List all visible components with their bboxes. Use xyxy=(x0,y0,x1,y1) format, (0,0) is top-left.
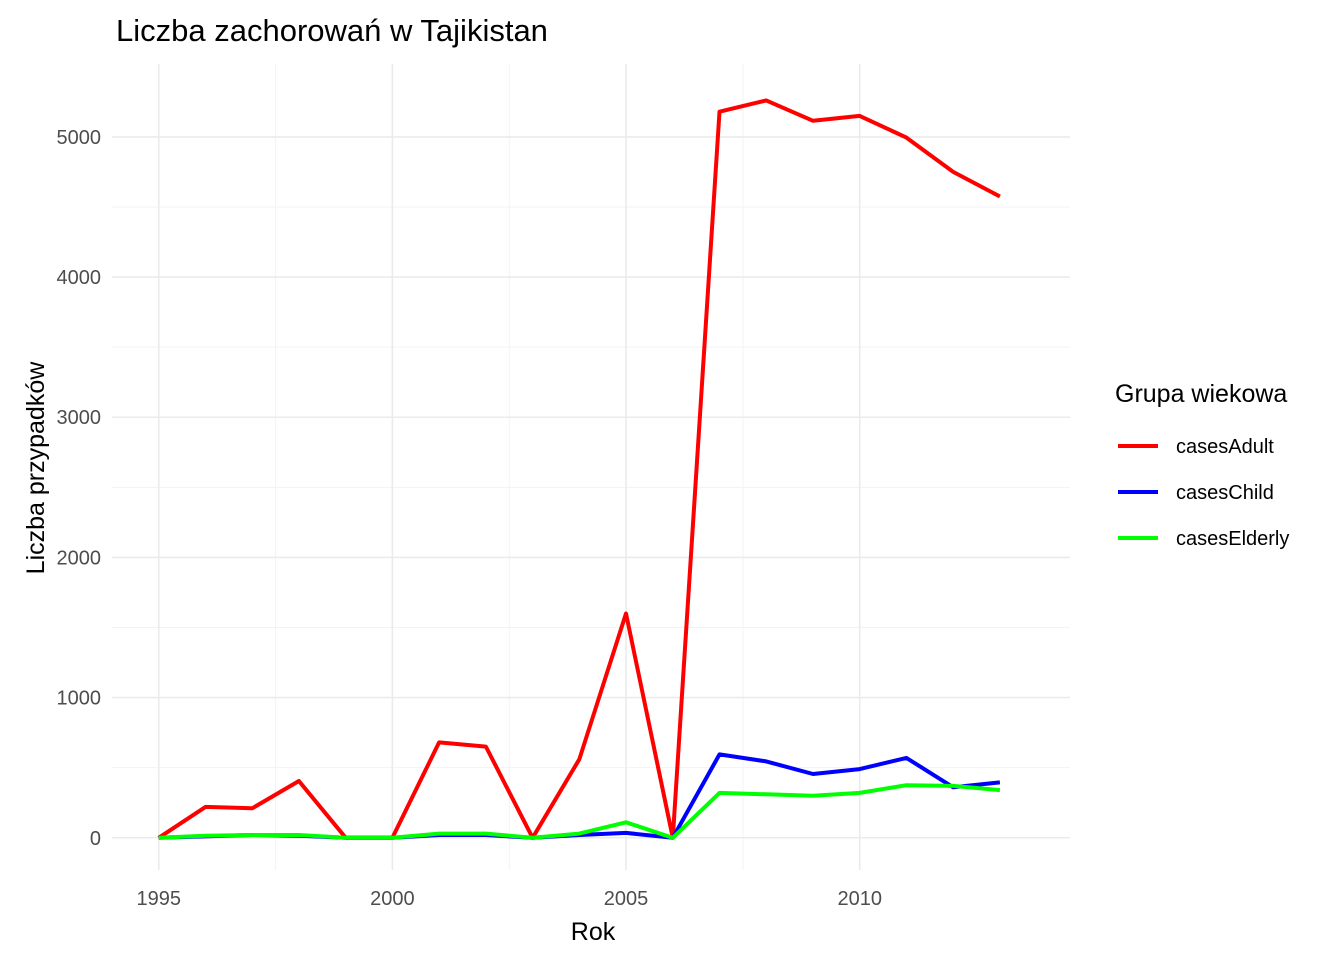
grid xyxy=(112,64,1070,870)
axis-ticks: 1995 2000 2005 2010 0 1000 2000 3000 4000 5000 xyxy=(57,127,882,910)
y-tick-label: 4000 xyxy=(57,267,102,289)
y-axis-title: Liczba przypadków xyxy=(22,361,50,575)
legend-label-casesChild: casesChild xyxy=(1176,482,1274,504)
series-line-casesElderly xyxy=(158,783,1001,840)
series-line-casesAdult xyxy=(157,98,1001,840)
legend-label-casesElderly: casesElderly xyxy=(1176,528,1289,550)
chart-title: Liczba zachorowań w Tajikistan xyxy=(116,13,548,48)
series-line-casesChild xyxy=(158,752,1001,840)
legend: Grupa wiekowa casesAdult casesChild casesE… xyxy=(1115,380,1289,550)
y-tick-label: 0 xyxy=(90,828,101,850)
legend-label-casesAdult: casesAdult xyxy=(1176,436,1274,458)
legend-title: Grupa wiekowa xyxy=(1115,380,1287,408)
x-tick-label: 2005 xyxy=(604,888,649,910)
x-tick-label: 1995 xyxy=(136,888,181,910)
y-tick-label: 5000 xyxy=(57,127,102,149)
x-tick-label: 2010 xyxy=(837,888,882,910)
series-lines xyxy=(157,98,1001,840)
y-tick-label: 3000 xyxy=(57,407,102,429)
x-axis-title: Rok xyxy=(571,918,616,946)
y-tick-label: 1000 xyxy=(57,688,102,710)
y-tick-label: 2000 xyxy=(57,547,102,569)
x-tick-label: 2000 xyxy=(370,888,415,910)
